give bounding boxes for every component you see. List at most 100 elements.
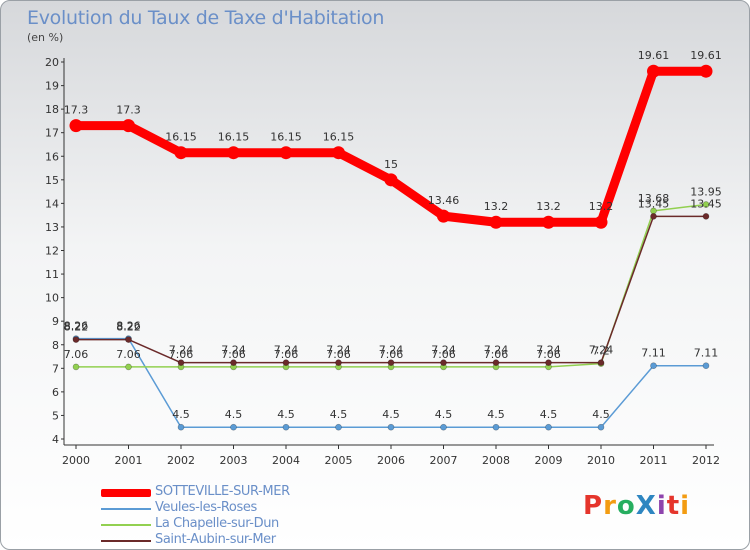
y-tick-label: 9 — [52, 315, 59, 328]
data-label: 19.61 — [690, 49, 722, 62]
y-tick-label: 16 — [45, 150, 59, 163]
data-label: 4.5 — [592, 408, 610, 421]
legend-swatch — [101, 508, 151, 510]
x-tick-label: 2011 — [640, 454, 668, 467]
data-point — [542, 215, 555, 229]
data-label: 7.24 — [379, 344, 404, 357]
data-point — [122, 119, 135, 133]
data-point — [492, 423, 500, 431]
data-label: 7.06 — [431, 348, 456, 361]
x-tick-label: 2010 — [587, 454, 615, 467]
chart-title: Evolution du Taux de Taxe d'Habitation — [27, 7, 385, 29]
data-point — [72, 363, 80, 371]
data-label: 15 — [384, 158, 398, 171]
data-point — [437, 209, 450, 223]
y-tick-label: 13 — [45, 221, 59, 234]
data-point — [489, 215, 503, 229]
data-label: 17.3 — [64, 104, 89, 117]
data-label: 4.5 — [487, 408, 505, 421]
data-point — [125, 363, 132, 371]
data-label: 7.06 — [379, 348, 404, 361]
legend-item-veules: Veules-les-Roses — [101, 500, 401, 517]
legend-swatch — [101, 524, 151, 526]
legend-swatch — [101, 489, 151, 497]
proxiti-logo: ProXiti — [583, 491, 690, 521]
series-line — [75, 203, 707, 368]
data-point — [332, 146, 345, 160]
data-label: 7.06 — [169, 348, 194, 361]
series-line — [75, 215, 707, 364]
data-label: 7.24 — [484, 344, 509, 357]
data-label: 7.06 — [116, 348, 141, 361]
data-label: 13.2 — [536, 200, 561, 213]
legend-label: Veules-les-Roses — [155, 500, 257, 515]
data-label: 4.5 — [382, 408, 400, 421]
data-label: 16.15 — [270, 131, 302, 144]
data-point — [177, 359, 185, 366]
data-label: 7.24 — [431, 344, 456, 357]
data-label: 7.24 — [326, 344, 351, 357]
x-tick-label: 2004 — [272, 454, 300, 467]
data-point — [335, 359, 342, 366]
data-label: 7.24 — [274, 344, 299, 357]
data-point — [702, 213, 710, 220]
data-label: 4.5 — [277, 408, 295, 421]
data-label: 13.95 — [690, 186, 722, 199]
logo-letter: r — [603, 491, 617, 521]
data-label: 7.06 — [221, 348, 246, 361]
data-point — [699, 64, 713, 78]
y-tick-label: 11 — [45, 268, 59, 281]
x-tick-label: 2007 — [430, 454, 458, 467]
y-tick-label: 4 — [52, 433, 59, 446]
data-label: 16.15 — [165, 131, 197, 144]
data-label: 16.15 — [323, 131, 355, 144]
data-point — [650, 362, 657, 370]
data-label: 7.06 — [326, 348, 351, 361]
data-label: 17.3 — [116, 104, 141, 117]
data-point — [387, 423, 395, 431]
data-label: 13.45 — [638, 197, 670, 210]
x-tick-label: 2009 — [535, 454, 563, 467]
data-point — [440, 359, 447, 366]
data-label: 16.15 — [218, 131, 250, 144]
data-label: 8.22 — [116, 321, 141, 334]
data-point — [702, 201, 710, 208]
legend-item-saint-aubin: Saint-Aubin-sur-Mer — [101, 532, 401, 549]
y-tick-label: 7 — [52, 362, 59, 375]
data-label: 7.11 — [694, 347, 719, 360]
data-point — [227, 146, 240, 160]
legend-label: Saint-Aubin-sur-Mer — [155, 532, 276, 547]
data-point — [335, 423, 342, 431]
data-point — [440, 423, 447, 431]
data-label: 7.2 — [592, 345, 610, 358]
y-tick-label: 10 — [45, 292, 59, 305]
data-point — [492, 359, 500, 366]
data-point — [594, 215, 608, 229]
data-point — [384, 173, 398, 187]
data-label: 7.24 — [589, 344, 614, 357]
data-point — [597, 423, 605, 431]
legend-swatch — [101, 540, 151, 542]
data-point — [650, 213, 657, 220]
data-point — [177, 423, 185, 431]
data-label: 7.06 — [274, 348, 299, 361]
data-point — [279, 146, 293, 160]
logo-letter: t — [666, 491, 681, 521]
data-label: 19.61 — [638, 49, 670, 62]
y-tick-label: 15 — [45, 174, 59, 187]
y-tick-label: 18 — [45, 103, 59, 116]
data-label: 7.24 — [536, 344, 561, 357]
data-label: 4.5 — [435, 408, 453, 421]
data-point — [72, 336, 80, 343]
data-label: 8.22 — [64, 321, 89, 334]
legend-item-chapelle: La Chapelle-sur-Dun — [101, 516, 401, 533]
legend-label: La Chapelle-sur-Dun — [155, 516, 279, 531]
data-label: 13.2 — [484, 200, 509, 213]
data-label: 8.26 — [64, 320, 89, 333]
legend-item-sotteville: SOTTEVILLE-SUR-MER — [101, 484, 401, 501]
data-label: 13.2 — [589, 200, 614, 213]
data-point — [282, 359, 290, 366]
data-point — [387, 359, 395, 366]
data-label: 13.46 — [428, 194, 460, 207]
